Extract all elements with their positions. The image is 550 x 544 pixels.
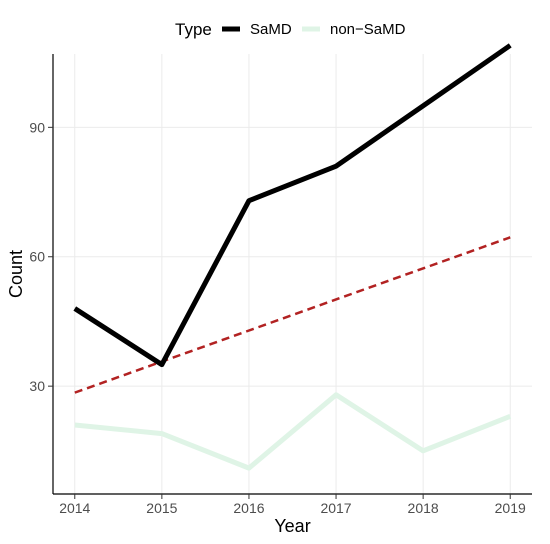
- trend-line: [74, 236, 511, 394]
- x-axis-title: Year: [274, 516, 310, 536]
- x-tick-label: 2016: [233, 500, 264, 516]
- series-layer: [73, 43, 512, 471]
- y-axis-title: Count: [6, 250, 26, 298]
- series-line-non-samd: [74, 392, 512, 471]
- y-axis-ticks: 30 60 90: [29, 119, 53, 394]
- x-tick-label: 2017: [320, 500, 351, 516]
- x-tick-label: 2019: [495, 500, 526, 516]
- x-axis-ticks: 2014 2015 2016 2017 2018 2019: [59, 494, 526, 516]
- x-tick-label: 2018: [408, 500, 439, 516]
- x-tick-label: 2015: [146, 500, 177, 516]
- legend-title: Type: [175, 20, 212, 39]
- x-tick-label: 2014: [59, 500, 90, 516]
- y-tick-label: 60: [29, 249, 45, 265]
- y-tick-label: 90: [29, 119, 45, 135]
- gridlines: [53, 54, 532, 494]
- legend: Type SaMD non−SaMD: [175, 20, 406, 39]
- legend-label-samd: SaMD: [250, 21, 292, 38]
- y-tick-label: 30: [29, 378, 45, 394]
- legend-label-non-samd: non−SaMD: [330, 21, 406, 38]
- series-line-samd: [73, 43, 512, 368]
